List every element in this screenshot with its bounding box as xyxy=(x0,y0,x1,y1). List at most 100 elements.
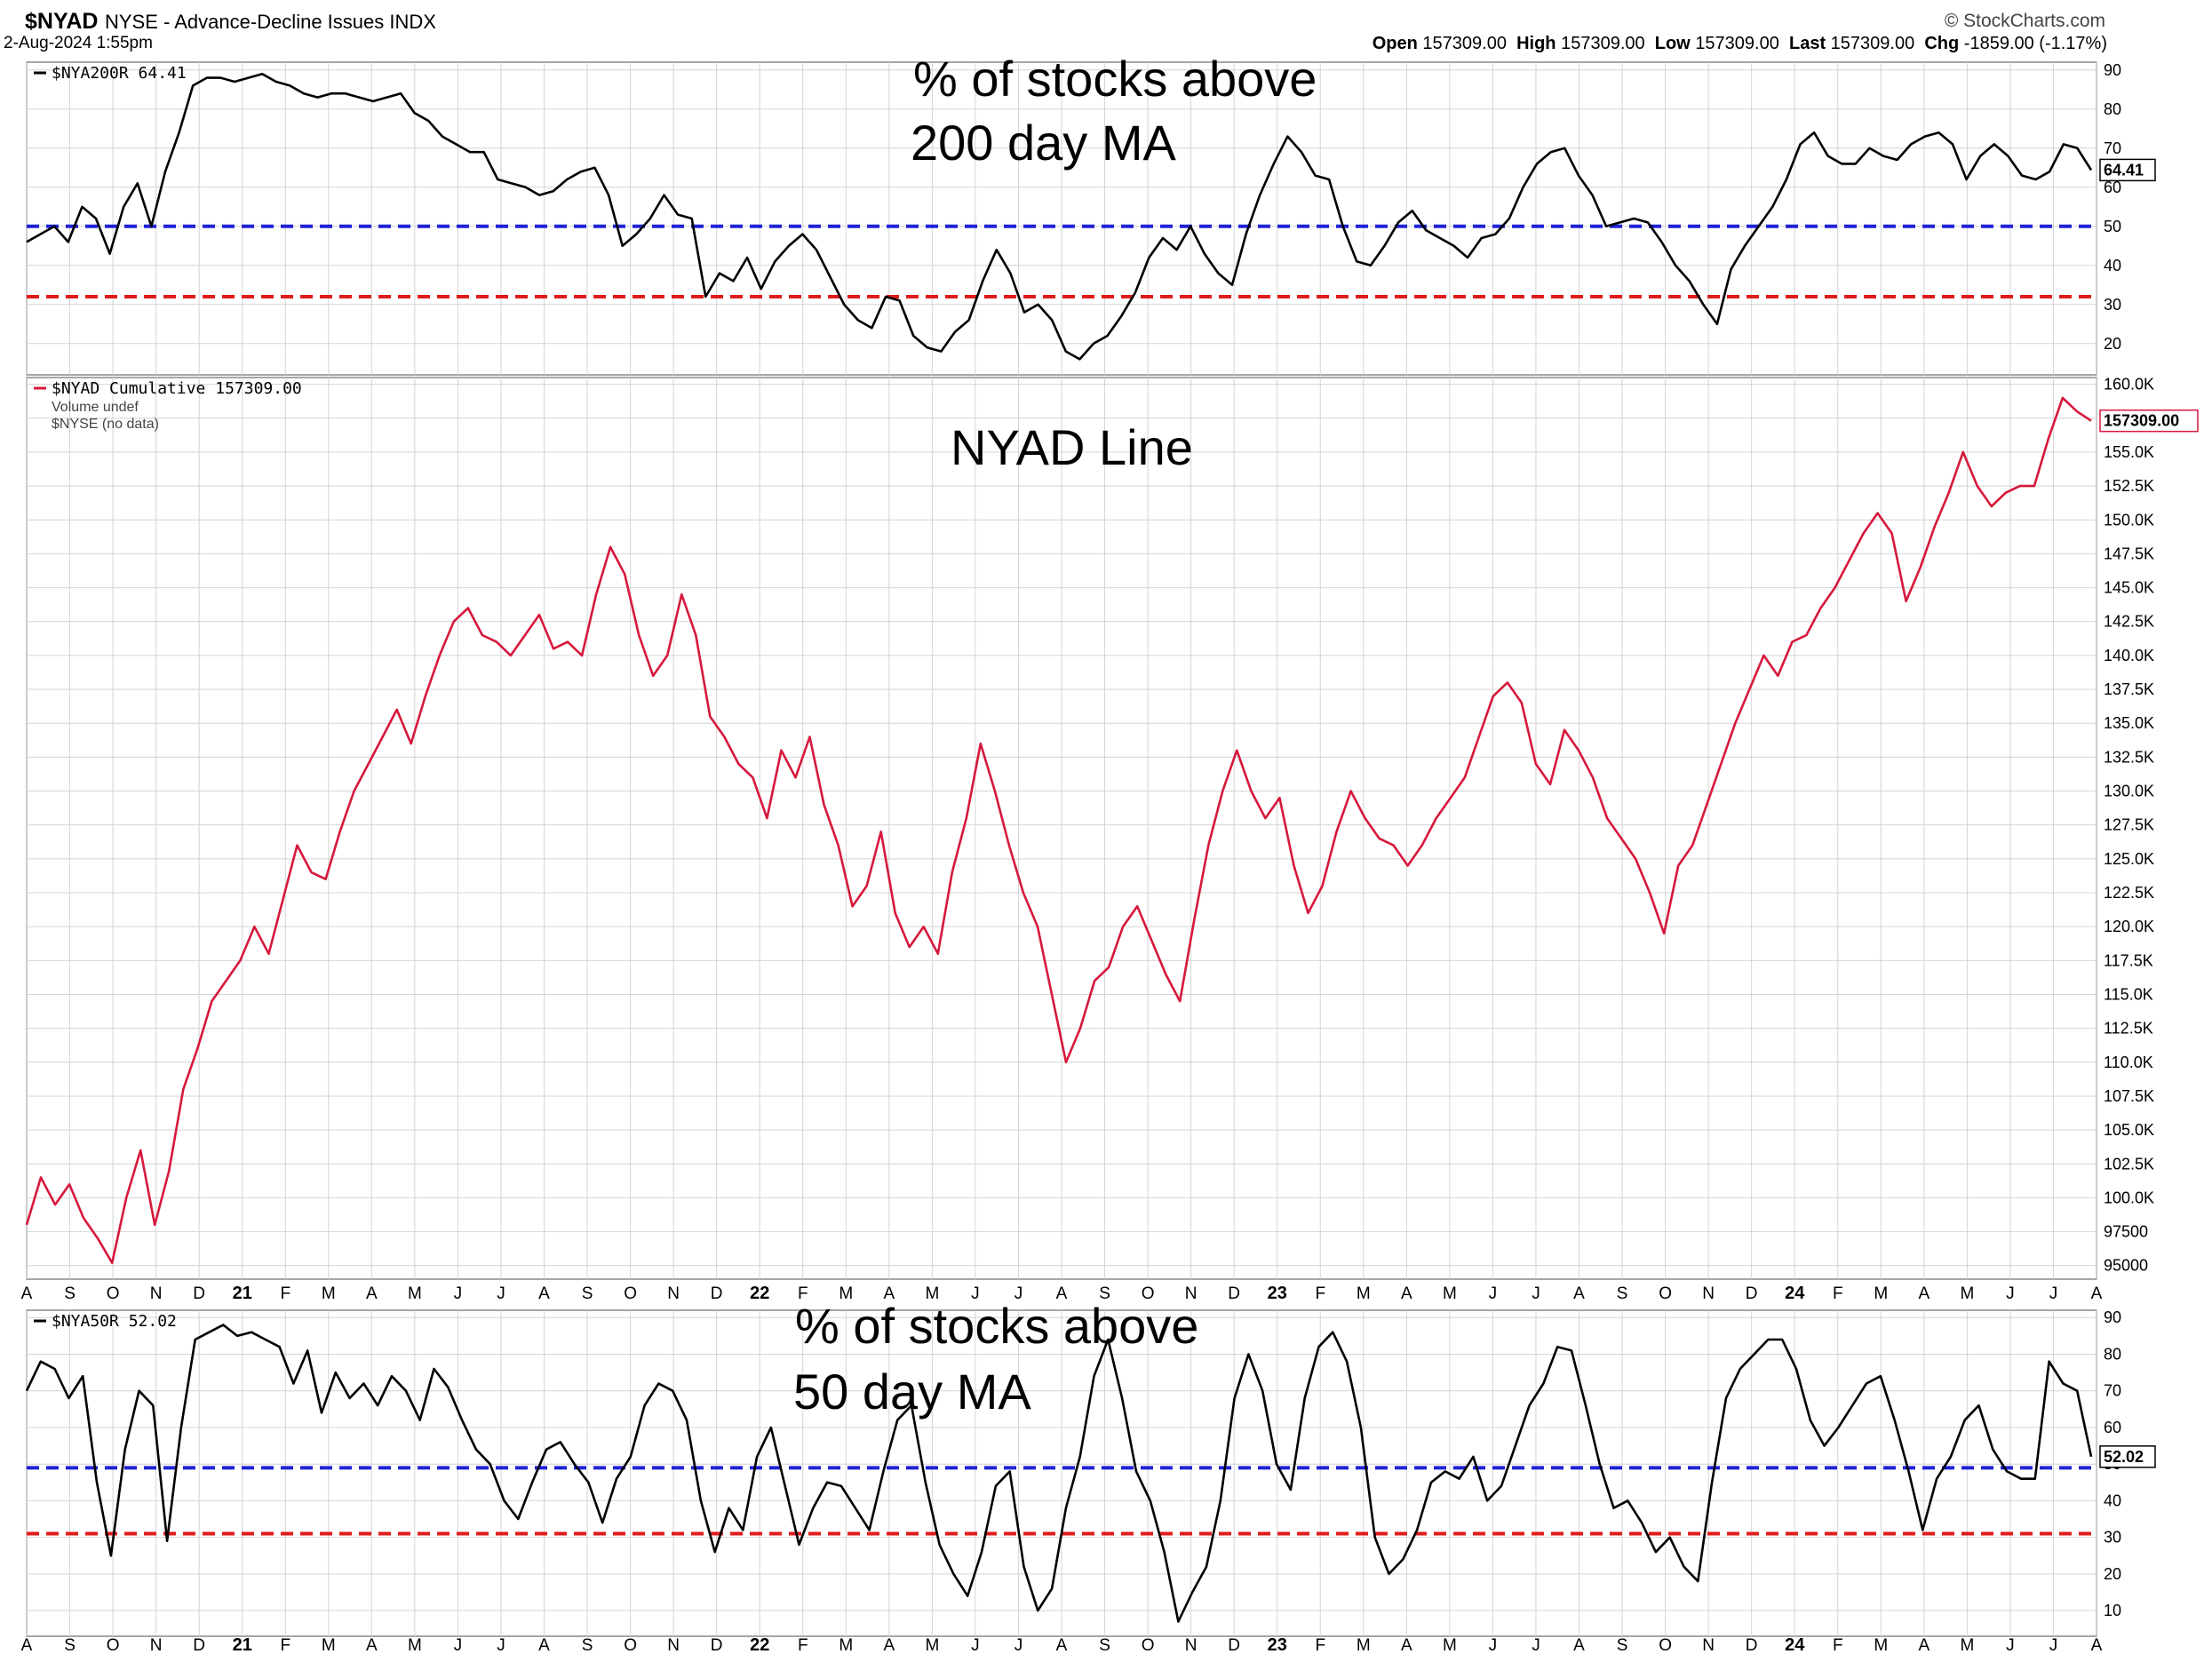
ticker-symbol[interactable]: $NYAD xyxy=(25,9,99,34)
month-tick-label: J xyxy=(971,1636,980,1655)
y-tick-label: 152.5K xyxy=(2104,477,2154,495)
month-tick-label: N xyxy=(1185,1636,1198,1655)
y-tick-label: 155.0K xyxy=(2104,443,2154,461)
month-tick-label: A xyxy=(1918,1636,1930,1655)
month-tick-label: M xyxy=(1874,1284,1888,1303)
month-tick-label: A xyxy=(538,1284,550,1303)
month-tick-label: N xyxy=(150,1284,163,1303)
month-tick-label: A xyxy=(2091,1636,2103,1655)
month-tick-label: M xyxy=(1443,1636,1457,1655)
y-tick-label: 112.5K xyxy=(2104,1020,2153,1038)
series-line-bottom xyxy=(25,1324,2093,1623)
month-tick-label: J xyxy=(971,1284,980,1303)
y-tick-label: 70 xyxy=(2104,1382,2121,1400)
y-tick-label: 135.0K xyxy=(2104,714,2154,732)
y-tick-label: 110.0K xyxy=(2104,1054,2153,1071)
month-tick-label: 22 xyxy=(750,1635,769,1655)
y-tick-label: 40 xyxy=(2104,1491,2121,1509)
y-tick-label: 122.5K xyxy=(2104,884,2154,902)
month-tick-label: N xyxy=(667,1284,680,1303)
brand-watermark[interactable]: © StockCharts.com xyxy=(1944,11,2105,31)
month-tick-label: S xyxy=(64,1636,76,1655)
y-tick-label: 120.0K xyxy=(2104,918,2154,935)
open-value: 157309.00 xyxy=(1422,34,1507,53)
y-tick-label: 115.0K xyxy=(2104,985,2153,1003)
y-tick-label: 30 xyxy=(2104,296,2121,314)
high-value: 157309.00 xyxy=(1561,34,1645,53)
y-tick-label: 127.5K xyxy=(2104,816,2154,834)
month-tick-label: A xyxy=(21,1636,33,1655)
month-tick-label: A xyxy=(366,1636,378,1655)
annotation-nyad-line: NYAD Line xyxy=(951,419,1193,475)
month-tick-label: A xyxy=(1056,1636,1068,1655)
month-tick-label: J xyxy=(2006,1636,2015,1655)
month-tick-label: F xyxy=(1833,1284,1843,1303)
month-tick-label: S xyxy=(64,1284,76,1303)
month-tick-label: F xyxy=(798,1636,808,1655)
y-tick-label: 145.0K xyxy=(2104,579,2154,597)
last-label: Last xyxy=(1788,34,1826,53)
y-tick-label: 100.0K xyxy=(2104,1189,2154,1206)
chg-label: Chg xyxy=(1924,34,1960,53)
month-tick-label: N xyxy=(1702,1636,1715,1655)
y-tick-label: 30 xyxy=(2104,1529,2121,1547)
ticker-description: NYSE - Advance-Decline Issues INDX xyxy=(105,11,436,33)
legend-volume: Volume undef xyxy=(52,400,139,415)
high-label: High xyxy=(1516,34,1556,53)
month-tick-label: M xyxy=(839,1284,853,1303)
month-tick-label: A xyxy=(21,1284,33,1303)
month-tick-label: J xyxy=(454,1284,463,1303)
month-tick-label: D xyxy=(1746,1284,1758,1303)
month-tick-label: N xyxy=(150,1636,163,1655)
month-tick-label: M xyxy=(1960,1284,1974,1303)
last-value-tag: 157309.00 xyxy=(2104,412,2179,430)
month-tick-label: A xyxy=(883,1636,895,1655)
month-tick-label: A xyxy=(1401,1284,1412,1303)
month-tick-label: J xyxy=(1014,1636,1023,1655)
month-tick-label: J xyxy=(497,1284,505,1303)
month-tick-label: D xyxy=(1228,1636,1240,1655)
month-tick-label: O xyxy=(107,1636,120,1655)
month-tick-label: O xyxy=(1659,1636,1672,1655)
month-tick-label: J xyxy=(1532,1636,1540,1655)
month-tick-label: O xyxy=(624,1636,637,1655)
legend-nyse: $NYSE (no data) xyxy=(52,417,159,432)
y-tick-label: 107.5K xyxy=(2104,1087,2154,1105)
month-tick-label: S xyxy=(582,1284,593,1303)
legend-label: $NYAD Cumulative 157309.00 xyxy=(52,379,302,398)
y-tick-label: 95000 xyxy=(2104,1257,2148,1275)
y-tick-label: 150.0K xyxy=(2104,511,2154,529)
month-tick-label: D xyxy=(711,1636,723,1655)
month-tick-label: D xyxy=(1228,1284,1240,1303)
y-tick-label: 132.5K xyxy=(2104,748,2154,766)
annotation-line-2: 50 day MA xyxy=(793,1364,1031,1420)
y-tick-label: 90 xyxy=(2104,61,2121,79)
y-tick-label: 117.5K xyxy=(2104,951,2153,969)
month-tick-label: M xyxy=(408,1284,422,1303)
last-value-tag-box xyxy=(2099,1445,2156,1468)
y-tick-label: 20 xyxy=(2104,335,2121,353)
month-tick-label: J xyxy=(1532,1284,1540,1303)
chart-date: 2-Aug-2024 1:55pm xyxy=(4,34,153,52)
y-tick-label: 160.0K xyxy=(2104,376,2154,394)
month-tick-label: M xyxy=(1443,1284,1457,1303)
month-tick-label: F xyxy=(798,1284,808,1303)
month-tick-label: A xyxy=(1573,1636,1585,1655)
month-tick-label: M xyxy=(1357,1284,1371,1303)
month-tick-label: S xyxy=(1099,1636,1110,1655)
last-value-tag-box xyxy=(2099,409,2199,433)
month-tick-label: M xyxy=(322,1284,336,1303)
month-tick-label: S xyxy=(582,1636,593,1655)
month-tick-label: O xyxy=(1659,1284,1672,1303)
y-tick-label: 80 xyxy=(2104,1345,2121,1363)
month-tick-label: N xyxy=(667,1636,680,1655)
month-tick-label: O xyxy=(1142,1284,1155,1303)
month-tick-label: J xyxy=(1489,1284,1498,1303)
month-tick-label: M xyxy=(1357,1636,1371,1655)
series-line-top xyxy=(26,72,2093,361)
y-tick-label: 50 xyxy=(2104,218,2121,235)
y-tick-label: 40 xyxy=(2104,257,2121,274)
annotation-line-1: % of stocks above xyxy=(913,51,1317,107)
month-tick-label: O xyxy=(107,1284,120,1303)
